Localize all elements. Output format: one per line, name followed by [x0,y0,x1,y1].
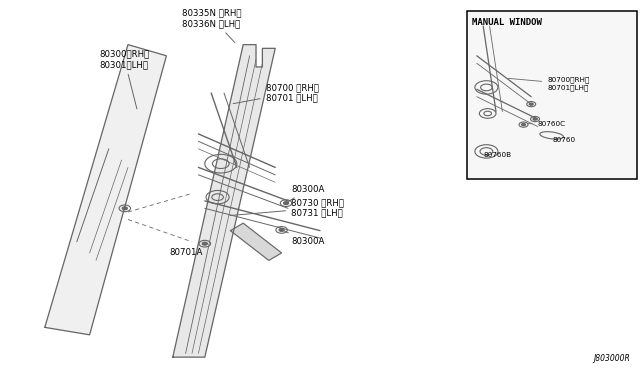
Polygon shape [173,45,275,357]
Circle shape [522,124,525,126]
Text: 80300A: 80300A [289,185,324,202]
Circle shape [533,118,537,120]
Polygon shape [45,45,166,335]
Circle shape [202,242,207,245]
Text: 80300〈RH〉
80301〈LH〉: 80300〈RH〉 80301〈LH〉 [99,49,150,109]
Text: 80760B: 80760B [483,152,511,158]
Circle shape [122,207,127,210]
Text: 80730 〈RH〉
80731 〈LH〉: 80730 〈RH〉 80731 〈LH〉 [230,198,344,218]
Text: 80760C: 80760C [527,122,566,128]
Circle shape [279,228,284,231]
Text: 80335N 〈RH〉
80336N 〈LH〉: 80335N 〈RH〉 80336N 〈LH〉 [182,9,242,43]
Text: 80760: 80760 [552,137,575,143]
Text: 80700〈RH〉
80701〈LH〉: 80700〈RH〉 80701〈LH〉 [508,77,589,91]
Text: MANUAL WINDOW: MANUAL WINDOW [472,18,542,27]
Text: 80701A: 80701A [170,244,205,257]
Text: 80700 〈RH〉
80701 〈LH〉: 80700 〈RH〉 80701 〈LH〉 [233,83,319,104]
Text: J803000R: J803000R [594,354,630,363]
Circle shape [529,103,533,105]
Polygon shape [230,223,282,260]
Bar [467,11,637,179]
Circle shape [284,202,289,205]
Text: 80300A: 80300A [284,231,324,246]
